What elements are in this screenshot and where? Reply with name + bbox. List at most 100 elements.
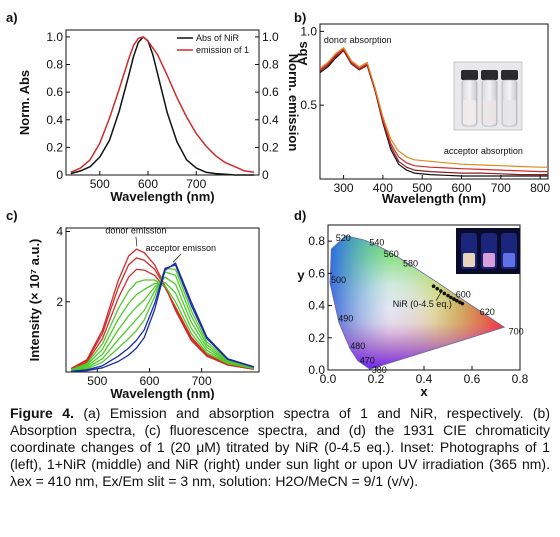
panel-a-y2-axis-label: Norm. emission bbox=[286, 54, 301, 152]
panel-c-series-6 bbox=[71, 271, 254, 372]
caption-title: Figure 4. bbox=[10, 405, 74, 421]
panel-d-x-tick-label: 0.8 bbox=[512, 372, 529, 386]
panel-d-y-tick-label: 0.4 bbox=[308, 299, 325, 313]
panel-b-annotation-acceptor: acceptor absorption bbox=[444, 146, 523, 156]
cie-titration-point bbox=[431, 284, 436, 289]
panel-a-x-axis-label: Wavelength (nm) bbox=[110, 189, 214, 204]
panel-b-inset-photo bbox=[453, 61, 523, 131]
panel-c-annotation-donor: donor emission bbox=[105, 225, 166, 235]
panel-c-series-4 bbox=[71, 281, 254, 371]
panel-c-annotation-arrow-donor bbox=[135, 236, 138, 247]
cie-wavelength-label: 600 bbox=[456, 289, 471, 299]
cie-wavelength-label: 700 bbox=[509, 326, 524, 336]
panel-a-y2-tick-label: 1.0 bbox=[262, 30, 279, 44]
cie-gamut-violet bbox=[330, 235, 505, 370]
panel-c-series-3 bbox=[70, 279, 254, 371]
figure-panels: a) 500 600 700 0 0.2 0.4 0.6 0.8 1.0 0 0.2 0.4 0.6 0.8… bbox=[6, 10, 550, 401]
panel-b-series-1 bbox=[319, 49, 548, 176]
panel-a-y-tick-label: 0 bbox=[56, 168, 63, 182]
panel-c-series-2 bbox=[70, 268, 254, 370]
caption-text: (a) Emission and absorption spectra of 1… bbox=[10, 405, 550, 489]
panel-b-x-tick-label: 300 bbox=[334, 181, 354, 195]
panel-label-c: c) bbox=[6, 208, 18, 223]
panel-b-y-tick-label: 1.0 bbox=[300, 24, 317, 38]
panel-b-y-axis-label: Abs bbox=[295, 41, 310, 66]
panel-d-y-tick-label: 0.0 bbox=[308, 363, 325, 377]
panel-a-x-tick-label: 500 bbox=[90, 177, 110, 191]
cie-titration-point bbox=[442, 291, 447, 296]
panel-a-x-tick-label: 700 bbox=[186, 177, 206, 191]
vial-solution bbox=[503, 253, 515, 267]
panel-a-y2-tick-label: 0.4 bbox=[262, 113, 279, 127]
panel-a-x-tick-label: 600 bbox=[138, 177, 158, 191]
cie-titration-point bbox=[446, 293, 450, 298]
panel-a-legend-label: emission of 1 bbox=[196, 45, 249, 55]
panel-d-annotation: NiR (0-4.5 eq.) bbox=[393, 299, 452, 309]
panel-c-y-axis-label: Intensity (× 10⁷ a.u.) bbox=[27, 239, 42, 362]
panel-label-a: a) bbox=[6, 10, 18, 25]
panel-c-y-tick-label: 4 bbox=[56, 225, 63, 239]
panel-label-d: d) bbox=[294, 208, 306, 223]
panel-b-x-tick-label: 400 bbox=[373, 181, 393, 195]
cie-spectral-locus bbox=[329, 235, 506, 370]
panel-d-x-axis-label: x bbox=[420, 384, 428, 399]
panel-c-series-8 bbox=[71, 264, 254, 372]
panel-a-frame bbox=[65, 29, 260, 176]
panel-a-y-tick-label: 0.8 bbox=[46, 58, 63, 72]
panel-a-y2-tick-label: 0.6 bbox=[262, 85, 279, 99]
panel-d-x-tick-label: 0.0 bbox=[320, 372, 337, 386]
panel-a-series-0 bbox=[70, 36, 255, 176]
panel-b-series-2 bbox=[319, 48, 548, 173]
cie-wavelength-label: 500 bbox=[331, 275, 346, 285]
panel-a-y-tick-label: 0.2 bbox=[46, 140, 63, 154]
panel-a-y2-tick-label: 0.8 bbox=[262, 58, 279, 72]
panel-c-series-7 bbox=[71, 267, 254, 372]
vial-solution bbox=[483, 100, 496, 124]
cie-titration-point bbox=[439, 289, 443, 293]
cie-titration-point bbox=[455, 298, 459, 303]
cie-titration-point bbox=[449, 295, 453, 300]
panel-d-y-tick-label: 0.2 bbox=[308, 331, 325, 345]
panel-label-b: b) bbox=[294, 10, 306, 25]
panel-c-series-5 bbox=[71, 276, 254, 371]
panel-c-series-0 bbox=[70, 248, 254, 370]
panel-a-y-axis-label: Norm. Abs bbox=[17, 70, 32, 135]
vial-solution bbox=[463, 100, 476, 124]
panel-d-x-tick-label: 0.6 bbox=[464, 372, 481, 386]
panel-c-x-tick-label: 500 bbox=[87, 374, 107, 388]
panel-b-annotation-donor: donor absorption bbox=[324, 35, 392, 45]
panel-b-x-axis-label: Wavelength (nm) bbox=[382, 191, 486, 206]
vial-cap bbox=[501, 70, 518, 80]
panel-c-x-tick-label: 600 bbox=[139, 374, 159, 388]
cie-wavelength-label: 540 bbox=[369, 238, 384, 248]
cie-wavelength-label: 520 bbox=[336, 233, 351, 243]
vial-solution bbox=[483, 253, 495, 267]
panel-c-annotation-acceptor: acceptor emisson bbox=[145, 243, 216, 253]
cie-titration-point bbox=[435, 286, 440, 291]
panel-c-annotation-arrow-acceptor bbox=[172, 254, 182, 263]
cie-wavelength-label: 580 bbox=[403, 259, 418, 269]
panel-a-y2-tick-label: 0 bbox=[262, 168, 269, 182]
panel-a-series-1 bbox=[70, 36, 255, 173]
panel-c-series-9 bbox=[71, 262, 254, 372]
panel-a-y-tick-label: 1.0 bbox=[46, 30, 63, 44]
panel-d-annotation-arrow bbox=[435, 292, 442, 301]
cie-titration-point bbox=[460, 301, 465, 306]
panel-a-y2-tick-label: 0.2 bbox=[262, 140, 279, 154]
panel-d-inset-photo bbox=[456, 228, 520, 274]
panel-b-y-tick-label: 0.5 bbox=[300, 98, 317, 112]
cie-titration-point bbox=[452, 297, 456, 301]
vial-cap bbox=[461, 70, 478, 80]
cie-wavelength-label: 480 bbox=[350, 341, 365, 351]
panel-b-x-tick-label: 500 bbox=[412, 181, 432, 195]
panel-c-frame bbox=[65, 227, 260, 373]
figure-caption: Figure 4. (a) Emission and absorption sp… bbox=[10, 405, 550, 490]
panel-b-frame bbox=[319, 23, 549, 180]
cie-wavelength-label: 470 bbox=[360, 355, 375, 365]
panel-d-y-axis-label: y bbox=[297, 268, 305, 283]
panel-a-legend-label: Abs of NiR bbox=[196, 33, 240, 43]
panel-a-y-tick-label: 0.4 bbox=[46, 113, 63, 127]
panel-b-x-tick-label: 600 bbox=[452, 181, 472, 195]
panel-d-y-tick-label: 0.6 bbox=[308, 266, 325, 280]
